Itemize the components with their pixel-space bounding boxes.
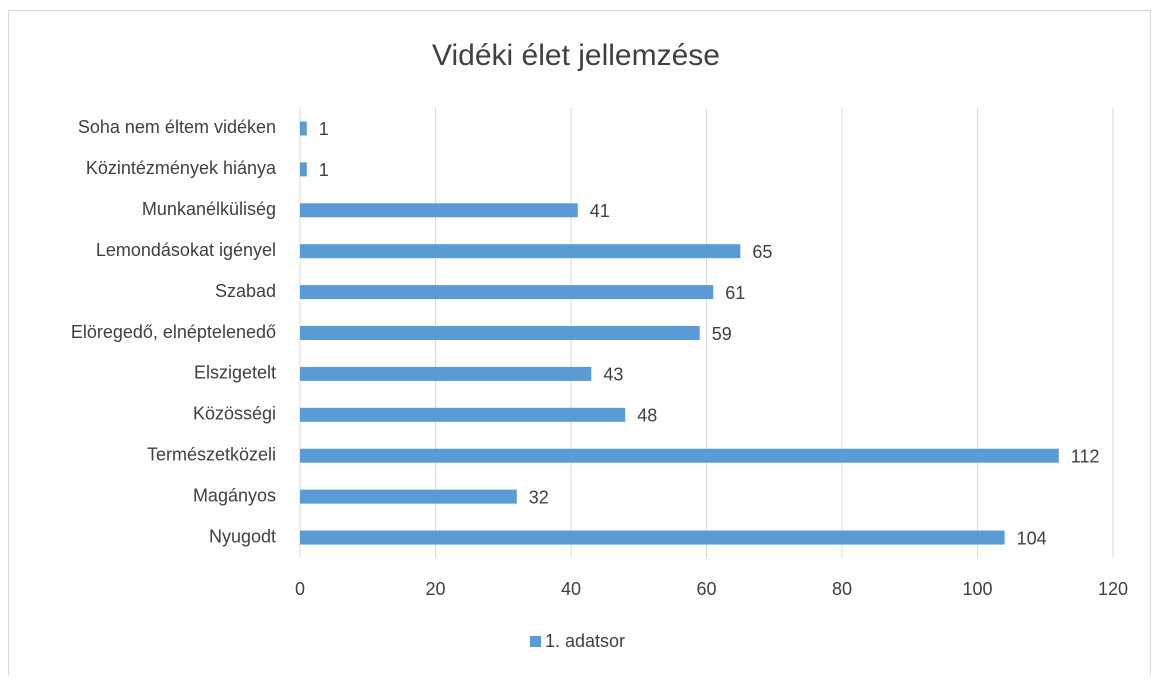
y-tick-label: Elöregedő, elnéptelenedő — [71, 322, 276, 342]
bar — [300, 162, 307, 177]
y-tick-label: Lemondásokat igényel — [96, 240, 276, 260]
bar — [300, 448, 1059, 463]
bar — [300, 121, 307, 136]
y-tick-label: Természetközeli — [147, 444, 276, 464]
bar — [300, 203, 578, 218]
data-label: 112 — [1071, 446, 1100, 466]
y-tick-label: Szabad — [215, 281, 276, 301]
y-tick-label: Elszigetelt — [194, 363, 276, 383]
data-label: 48 — [637, 406, 657, 426]
data-label: 104 — [1017, 528, 1047, 548]
x-tick-label: 120 — [1098, 579, 1128, 599]
data-label: 1 — [319, 160, 329, 180]
y-tick-label: Közösségi — [193, 404, 276, 424]
data-label: 59 — [712, 324, 732, 344]
x-tick-label: 60 — [696, 579, 716, 599]
y-tick-label: Munkanélküliség — [142, 199, 276, 219]
x-tick-label: 40 — [561, 579, 581, 599]
data-label: 65 — [752, 242, 772, 262]
bar — [300, 285, 714, 300]
y-tick-label: Közintézmények hiánya — [86, 158, 277, 178]
x-tick-label: 80 — [832, 579, 852, 599]
bar — [300, 530, 1005, 545]
data-label: 61 — [725, 283, 745, 303]
y-tick-label: Soha nem éltem vidéken — [78, 117, 276, 137]
data-label: 32 — [529, 487, 549, 507]
data-label: 41 — [590, 201, 610, 221]
bar — [300, 366, 592, 381]
y-tick-label: Magányos — [193, 485, 276, 505]
x-tick-label: 20 — [425, 579, 445, 599]
x-tick-label: 100 — [962, 579, 992, 599]
x-tick-label: 0 — [295, 579, 305, 599]
data-label: 1 — [319, 119, 329, 139]
legend-swatch — [530, 636, 541, 647]
bar — [300, 489, 517, 504]
legend-label: 1. adatsor — [545, 631, 625, 651]
chart-title: Vidéki élet jellemzése — [432, 39, 720, 72]
bar — [300, 244, 741, 259]
y-tick-label: Nyugodt — [209, 526, 276, 546]
bar — [300, 326, 700, 340]
data-label: 43 — [603, 365, 623, 385]
chart-border — [8, 10, 1151, 680]
bar — [300, 407, 626, 422]
